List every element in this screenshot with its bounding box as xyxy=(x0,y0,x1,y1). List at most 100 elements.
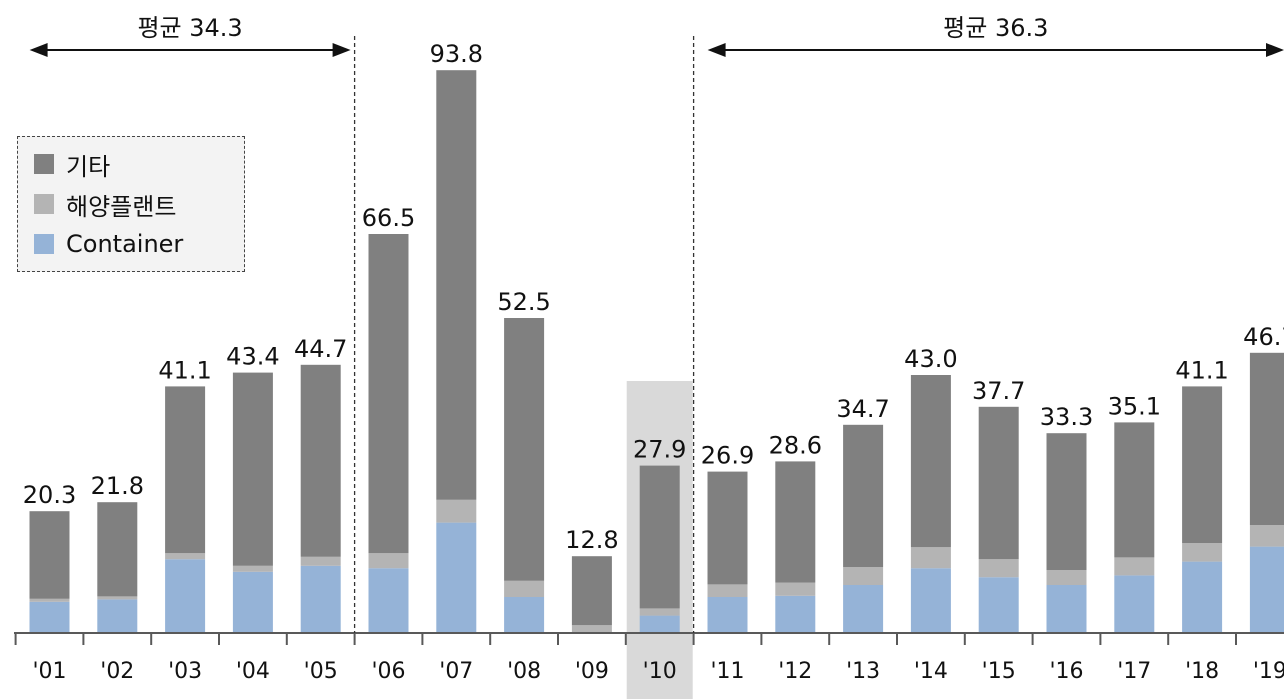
bar-other-14 xyxy=(910,375,951,548)
bar-offshore-plant-4 xyxy=(232,565,273,572)
bar-container-1 xyxy=(29,601,70,633)
bar-offshore-plant-19 xyxy=(1249,525,1284,547)
bar-offshore-plant-14 xyxy=(910,547,951,569)
bar-offshore-plant-17 xyxy=(1114,557,1155,576)
bar-container-13 xyxy=(843,585,884,633)
bar-container-14 xyxy=(910,568,951,633)
bar-other-16 xyxy=(1046,433,1087,570)
bar-offshore-plant-13 xyxy=(843,567,884,585)
bar-other-17 xyxy=(1114,422,1155,558)
bar-other-11 xyxy=(707,471,748,585)
total-label: 43.4 xyxy=(226,343,279,371)
bar-offshore-plant-8 xyxy=(504,580,545,597)
total-label: 27.9 xyxy=(633,436,686,464)
legend-label-other: 기타 xyxy=(66,152,111,181)
x-tick-label: '18 xyxy=(1185,659,1219,684)
bar-other-4 xyxy=(232,372,273,566)
x-tick-label: '07 xyxy=(439,659,473,684)
bar-container-6 xyxy=(368,568,409,633)
bar-offshore-plant-11 xyxy=(707,584,748,597)
total-label: 20.3 xyxy=(23,481,76,509)
bar-container-18 xyxy=(1182,561,1223,633)
x-tick-label: '17 xyxy=(1117,659,1151,684)
legend-item-container: Container xyxy=(34,229,183,259)
legend-swatch-container xyxy=(34,234,54,254)
total-label: 35.1 xyxy=(1108,392,1161,420)
bar-other-6 xyxy=(368,234,409,554)
legend-label-container: Container xyxy=(66,230,184,258)
arrow-head-left xyxy=(29,43,48,57)
total-label: 34.7 xyxy=(836,395,889,423)
bar-offshore-plant-2 xyxy=(97,596,138,600)
total-label: 12.8 xyxy=(565,526,618,554)
x-tick-label: '15 xyxy=(982,659,1016,684)
total-label: 52.5 xyxy=(497,288,550,316)
total-label: 46.7 xyxy=(1243,323,1284,351)
bar-other-18 xyxy=(1182,386,1223,543)
bar-other-15 xyxy=(978,406,1019,560)
x-tick-label: '03 xyxy=(168,659,202,684)
bar-container-7 xyxy=(436,522,477,633)
bar-container-19 xyxy=(1249,546,1284,633)
bar-offshore-plant-9 xyxy=(571,625,612,633)
x-tick-label: '13 xyxy=(846,659,880,684)
bar-offshore-plant-7 xyxy=(436,499,477,523)
bar-container-16 xyxy=(1046,585,1087,633)
x-tick-label: '05 xyxy=(304,659,338,684)
legend-swatch-offshore-plant xyxy=(34,194,54,214)
x-tick-label: '16 xyxy=(1049,659,1083,684)
bar-other-8 xyxy=(504,318,545,581)
bar-container-3 xyxy=(165,559,206,633)
bar-container-15 xyxy=(978,577,1019,633)
bar-other-1 xyxy=(29,511,70,599)
total-label: 33.3 xyxy=(1040,403,1093,431)
bar-container-4 xyxy=(232,571,273,633)
total-label: 41.1 xyxy=(1175,356,1228,384)
bar-container-10 xyxy=(639,615,680,633)
legend-item-other: 기타 xyxy=(34,149,111,181)
bar-other-13 xyxy=(843,424,884,567)
total-label: 66.5 xyxy=(362,204,415,232)
x-tick-label: '11 xyxy=(710,659,744,684)
bar-offshore-plant-6 xyxy=(368,553,409,569)
total-label: 28.6 xyxy=(769,431,822,459)
bar-other-19 xyxy=(1249,352,1284,525)
bar-other-3 xyxy=(165,386,206,554)
bar-other-5 xyxy=(300,364,341,557)
arrow-head-left xyxy=(707,43,726,57)
bar-offshore-plant-10 xyxy=(639,608,680,616)
bar-offshore-plant-18 xyxy=(1182,543,1223,562)
arrow-head-right xyxy=(1266,43,1284,57)
x-tick-label: '14 xyxy=(914,659,948,684)
legend: 기타 해양플랜트 Container xyxy=(17,136,245,272)
x-tick-label: '01 xyxy=(32,659,66,684)
bar-offshore-plant-1 xyxy=(29,598,70,602)
total-label: 44.7 xyxy=(294,335,347,363)
bar-container-12 xyxy=(775,595,816,633)
total-label: 43.0 xyxy=(904,345,957,373)
total-label: 26.9 xyxy=(701,442,754,470)
total-label: 21.8 xyxy=(91,472,144,500)
bar-offshore-plant-3 xyxy=(165,553,206,560)
x-tick-label: '10 xyxy=(643,659,677,684)
x-tick-label: '02 xyxy=(100,659,134,684)
x-tick-label: '06 xyxy=(371,659,405,684)
total-label: 37.7 xyxy=(972,377,1025,405)
bar-container-2 xyxy=(97,599,138,633)
x-tick-label: '08 xyxy=(507,659,541,684)
x-tick-label: '09 xyxy=(575,659,609,684)
bar-offshore-plant-5 xyxy=(300,556,341,566)
bar-offshore-plant-16 xyxy=(1046,570,1087,585)
x-tick-label: '12 xyxy=(778,659,812,684)
x-tick-label: '19 xyxy=(1253,659,1284,684)
bar-other-9 xyxy=(571,556,612,626)
bar-container-5 xyxy=(300,565,341,633)
total-label: 41.1 xyxy=(158,356,211,384)
legend-item-offshore-plant: 해양플랜트 xyxy=(34,189,177,221)
legend-swatch-other xyxy=(34,154,54,174)
bar-container-11 xyxy=(707,597,748,633)
arrow-head-right xyxy=(332,43,351,57)
bar-offshore-plant-12 xyxy=(775,582,816,596)
legend-label-offshore-plant: 해양플랜트 xyxy=(66,192,177,221)
